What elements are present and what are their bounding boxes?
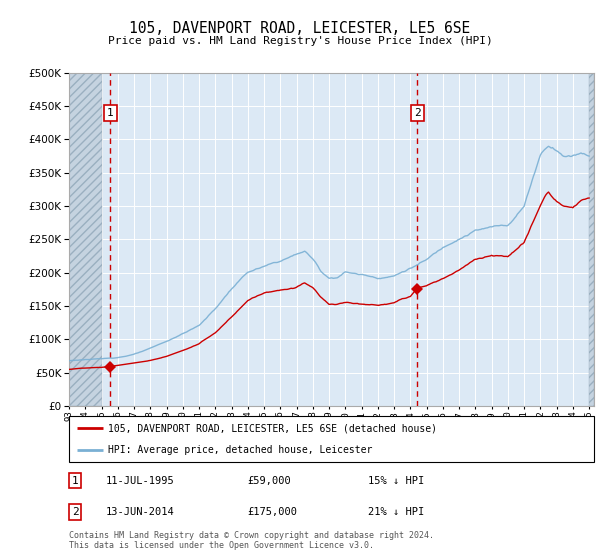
Text: 13-JUN-2014: 13-JUN-2014 [106,507,175,517]
Text: £59,000: £59,000 [248,475,291,486]
Text: 15% ↓ HPI: 15% ↓ HPI [368,475,425,486]
Text: Contains HM Land Registry data © Crown copyright and database right 2024.
This d: Contains HM Land Registry data © Crown c… [69,531,434,550]
Bar [589,73,594,406]
Text: 2: 2 [72,507,79,517]
Text: 11-JUL-1995: 11-JUL-1995 [106,475,175,486]
Text: £175,000: £175,000 [248,507,298,517]
Bar [69,73,101,406]
Text: HPI: Average price, detached house, Leicester: HPI: Average price, detached house, Leic… [109,445,373,455]
Text: 105, DAVENPORT ROAD, LEICESTER, LE5 6SE (detached house): 105, DAVENPORT ROAD, LEICESTER, LE5 6SE … [109,423,437,433]
Text: 21% ↓ HPI: 21% ↓ HPI [368,507,425,517]
Text: Price paid vs. HM Land Registry's House Price Index (HPI): Price paid vs. HM Land Registry's House … [107,36,493,46]
FancyBboxPatch shape [69,416,594,462]
Text: 1: 1 [72,475,79,486]
Text: 2: 2 [414,108,421,118]
Text: 105, DAVENPORT ROAD, LEICESTER, LE5 6SE: 105, DAVENPORT ROAD, LEICESTER, LE5 6SE [130,21,470,36]
Text: 1: 1 [107,108,113,118]
